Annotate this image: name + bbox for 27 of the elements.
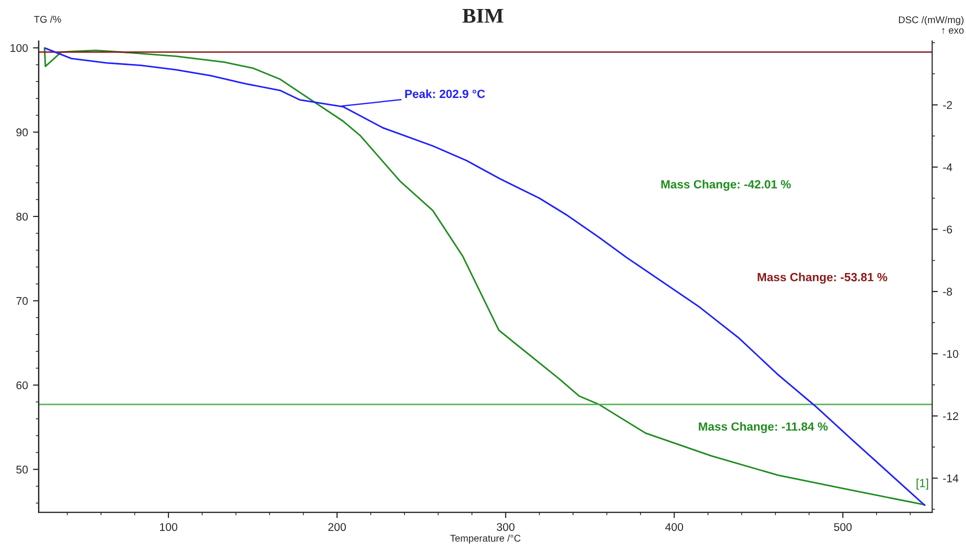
x-tick-label: 300 — [496, 523, 514, 531]
y2-tick-label: -4 — [943, 163, 952, 172]
annotation: Peak: 202.9 °C — [405, 89, 485, 98]
y2-tick-label: -8 — [943, 288, 952, 296]
x-tick-label: 200 — [328, 523, 346, 531]
y-axis-title: TG /% — [34, 16, 62, 23]
y-tick-label: 90 — [16, 128, 28, 136]
x-tick-label: 100 — [160, 523, 178, 531]
x-tick-label: 500 — [834, 523, 852, 531]
y2-axis-title: DSC /(mW/mg) ↑ exo — [898, 16, 964, 34]
annotation: [1] — [916, 478, 928, 490]
annotation: Mass Change: -53.81 % — [758, 272, 888, 284]
y2-tick-label: -2 — [943, 101, 952, 109]
x-tick-label: 400 — [665, 523, 684, 531]
x-axis-title: Temperature /°C — [450, 534, 520, 544]
y-tick-label: 60 — [16, 381, 28, 390]
y2-tick-label: -6 — [943, 226, 952, 234]
y2-tick-label: -14 — [943, 474, 958, 482]
y-tick-label: 80 — [16, 212, 28, 221]
y-tick-label: 100 — [10, 44, 28, 52]
annotation: Mass Change: -42.01 % — [661, 180, 791, 191]
annotation: Mass Change: -11.84 % — [698, 422, 828, 434]
y2-tick-label: -10 — [943, 350, 958, 358]
chart-title: BIM — [462, 9, 504, 23]
y2-tick-label: -12 — [943, 412, 958, 420]
y-tick-label: 50 — [16, 466, 28, 474]
y-tick-label: 70 — [16, 297, 28, 305]
